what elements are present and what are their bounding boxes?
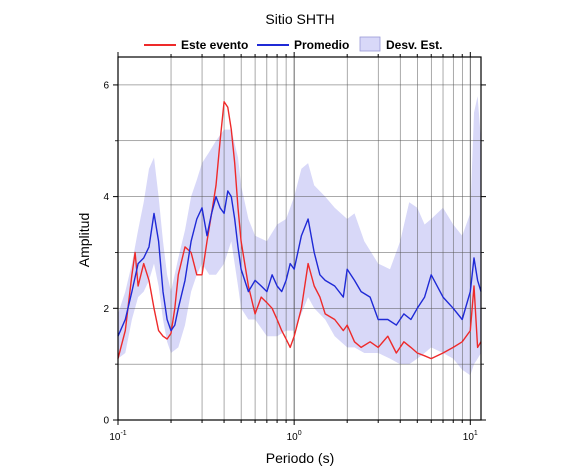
plot-frame (117, 56, 482, 421)
y-tick-label: 4 (103, 192, 109, 203)
y-tick-label: 6 (103, 80, 109, 91)
std-band-layer (118, 96, 481, 376)
legend-label-desv-est: Desv. Est. (386, 38, 442, 52)
plot-frame-layer (117, 56, 482, 421)
y-tick-label: 0 (103, 416, 109, 427)
tick-layer: 0 2 4 6 10-1 100 101 (103, 52, 486, 443)
legend: Este evento Promedio Desv. Est. (144, 36, 442, 52)
legend-label-este-evento: Este evento (181, 38, 248, 52)
legend-label-promedio: Promedio (294, 38, 349, 52)
chart-title: Sitio SHTH (265, 11, 334, 27)
legend-swatch-desv-est (359, 36, 381, 52)
grid-layer (117, 57, 481, 420)
series-line-1 (117, 190, 482, 337)
x-tick-label: 100 (287, 430, 302, 443)
x-tick-label: 10-1 (109, 430, 126, 443)
x-tick-label: 101 (463, 430, 478, 443)
series-layer (117, 101, 482, 360)
y-tick-label: 2 (103, 304, 109, 315)
y-axis-title: Amplitud (76, 213, 92, 267)
std-band (118, 96, 481, 376)
x-axis-title: Periodo (s) (266, 450, 334, 466)
series-line-0 (117, 101, 482, 360)
